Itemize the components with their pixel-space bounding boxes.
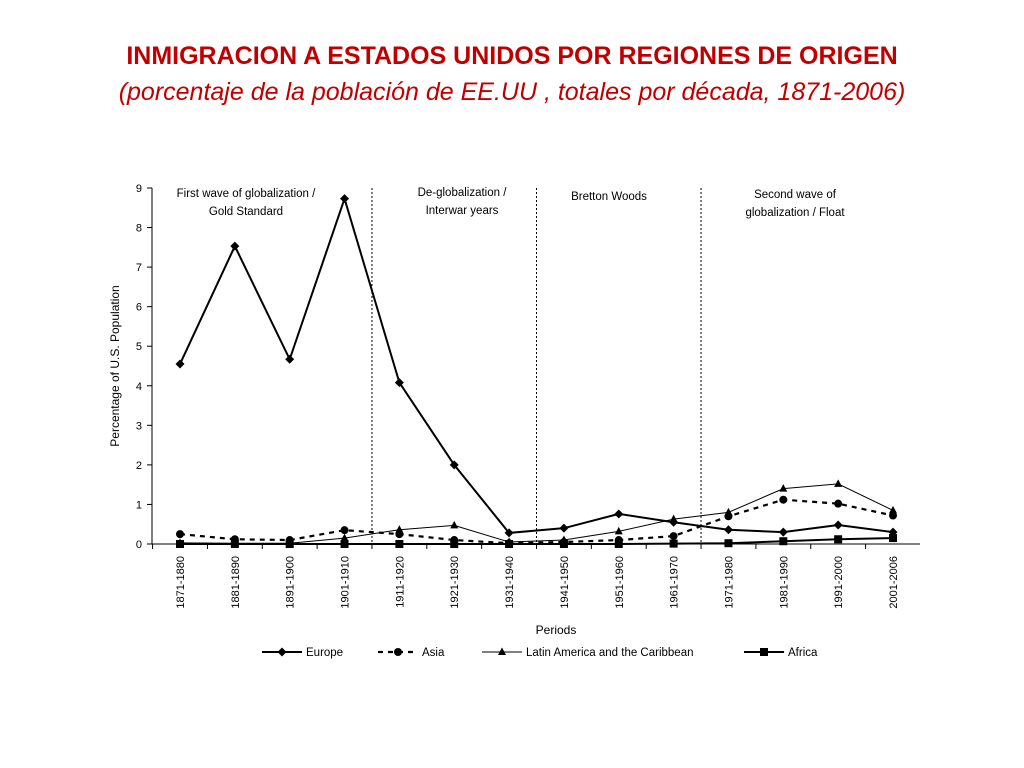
legend-item: Latin America and the Caribbean bbox=[482, 647, 694, 659]
data-point bbox=[559, 523, 569, 533]
y-tick-label: 9 bbox=[136, 183, 142, 195]
data-point bbox=[760, 648, 768, 656]
x-axis-title: Periods bbox=[536, 623, 577, 637]
data-point bbox=[834, 479, 843, 487]
data-point bbox=[395, 540, 404, 548]
x-tick-label: 1951-1960 bbox=[614, 556, 626, 609]
period-label: Gold Standard bbox=[209, 206, 283, 218]
data-point bbox=[834, 535, 843, 544]
series-europe bbox=[175, 194, 898, 538]
data-point bbox=[394, 378, 404, 388]
legend-item: Asia bbox=[378, 647, 445, 659]
data-point bbox=[724, 507, 733, 516]
y-axis-title: Percentage of U.S. Population bbox=[108, 285, 122, 446]
period-label: First wave of globalization / bbox=[177, 188, 317, 200]
data-point bbox=[504, 528, 514, 538]
x-tick-label: 1901-1910 bbox=[340, 556, 352, 609]
x-tick-label: 1931-1940 bbox=[504, 556, 516, 609]
period-label: Bretton Woods bbox=[571, 191, 647, 203]
x-tick-label: 2001-2006 bbox=[888, 556, 900, 609]
x-tick-label: 1891-1900 bbox=[285, 556, 297, 609]
slide-subtitle: (porcentaje de la población de EE.UU , t… bbox=[118, 78, 906, 106]
data-point bbox=[779, 537, 788, 546]
data-point bbox=[833, 520, 843, 530]
data-point bbox=[450, 520, 459, 529]
series-line bbox=[179, 195, 894, 534]
data-point bbox=[669, 532, 678, 541]
data-point bbox=[498, 647, 506, 655]
data-point bbox=[779, 484, 788, 492]
data-point bbox=[889, 505, 897, 514]
data-point bbox=[277, 647, 287, 657]
y-tick-label: 8 bbox=[136, 223, 142, 235]
data-point bbox=[723, 525, 733, 535]
data-point bbox=[778, 527, 788, 537]
y-tick-label: 4 bbox=[136, 381, 142, 393]
x-tick-label: 1991-2000 bbox=[833, 556, 845, 609]
data-point bbox=[340, 194, 350, 204]
data-point bbox=[614, 526, 623, 535]
data-point bbox=[449, 460, 459, 470]
x-tick-label: 1981-1990 bbox=[778, 556, 790, 609]
data-point bbox=[614, 509, 624, 519]
period-label: Second wave of bbox=[754, 189, 837, 201]
legend-label: Europe bbox=[306, 647, 343, 659]
series-line bbox=[179, 498, 894, 545]
data-point bbox=[394, 648, 402, 656]
legend-label: Africa bbox=[788, 647, 818, 659]
legend-item: Africa bbox=[744, 647, 818, 659]
x-tick-label: 1911-1920 bbox=[394, 556, 406, 608]
legend-label: Latin America and the Caribbean bbox=[526, 647, 694, 659]
legend: Europe Asia Latin America and the Caribbea… bbox=[262, 647, 818, 659]
data-point bbox=[176, 530, 184, 539]
data-point bbox=[889, 534, 897, 543]
data-point bbox=[779, 495, 788, 504]
data-point bbox=[395, 525, 404, 533]
data-point bbox=[724, 539, 733, 548]
data-point bbox=[176, 540, 184, 548]
data-point bbox=[285, 540, 294, 548]
data-point bbox=[340, 526, 349, 535]
legend-item: Europe bbox=[262, 647, 343, 659]
legend-label: Asia bbox=[422, 647, 445, 659]
y-tick-label: 2 bbox=[136, 460, 142, 472]
data-point bbox=[340, 540, 349, 548]
x-tick-label: 1971-1980 bbox=[723, 556, 735, 609]
slide-title-block: INMIGRACION A ESTADOS UNIDOS POR REGIONE… bbox=[0, 38, 1024, 110]
data-point bbox=[285, 354, 295, 364]
data-point bbox=[230, 241, 240, 251]
period-label: globalization / Float bbox=[745, 207, 845, 219]
series-africa bbox=[176, 534, 897, 548]
data-point bbox=[834, 499, 843, 508]
x-tick-label: 1871-1880 bbox=[175, 556, 187, 609]
data-point bbox=[505, 540, 514, 548]
series-line bbox=[180, 537, 894, 545]
x-tick-label: 1881-1890 bbox=[230, 556, 242, 609]
x-tick-label: 1941-1950 bbox=[559, 556, 571, 609]
data-point bbox=[340, 533, 349, 542]
data-point bbox=[614, 540, 623, 548]
y-tick-label: 5 bbox=[136, 341, 142, 353]
y-tick-label: 6 bbox=[136, 302, 142, 314]
data-point bbox=[669, 514, 678, 523]
y-tick-label: 1 bbox=[136, 499, 142, 511]
y-tick-label: 0 bbox=[136, 539, 142, 551]
data-point bbox=[175, 359, 185, 369]
slide-title: INMIGRACION A ESTADOS UNIDOS POR REGIONE… bbox=[126, 42, 898, 70]
data-point bbox=[230, 540, 239, 548]
y-tick-label: 3 bbox=[136, 420, 142, 432]
data-point bbox=[889, 511, 897, 520]
data-point bbox=[669, 539, 678, 548]
x-tick-label: 1921-1930 bbox=[449, 556, 461, 609]
period-label: Interwar years bbox=[426, 205, 499, 217]
data-point bbox=[559, 540, 568, 548]
series-line bbox=[179, 483, 894, 544]
x-tick-label: 1961-1970 bbox=[669, 556, 681, 609]
y-tick-label: 7 bbox=[136, 262, 142, 274]
period-label: De-globalization / bbox=[418, 187, 508, 199]
data-point bbox=[450, 540, 459, 548]
